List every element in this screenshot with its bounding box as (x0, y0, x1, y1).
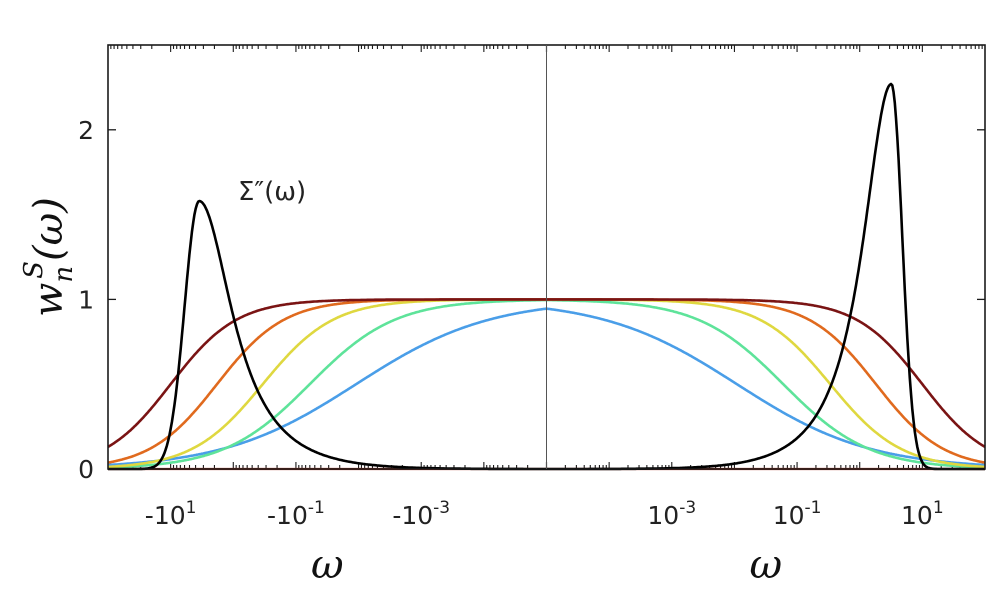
y-tick-label: 2 (78, 116, 94, 145)
y-tick-label: 0 (78, 455, 94, 484)
y-tick-label: 1 (78, 285, 94, 314)
x-tick-label: -10-3 (392, 498, 450, 530)
y-tick-labels: 0 1 2 (78, 116, 94, 484)
y-axis-label: wnS(ω) (19, 197, 79, 317)
x-tick-label: 101 (901, 498, 944, 530)
x-tick-label: 10-1 (773, 498, 822, 530)
x-tick-label: 10-3 (647, 498, 696, 530)
x-tick-label: -10-1 (267, 498, 325, 530)
x-axis-label-right: ω (749, 542, 782, 588)
x-axis-label-left: ω (311, 542, 344, 588)
y-axis-label-text: wnS(ω) (19, 197, 79, 317)
x-tick-label: -101 (145, 498, 197, 530)
x-tick-labels: -101 -10-1 -10-3 10-3 10-1 101 (145, 498, 944, 530)
sigma-annotation: Σ″(ω) (238, 177, 306, 207)
